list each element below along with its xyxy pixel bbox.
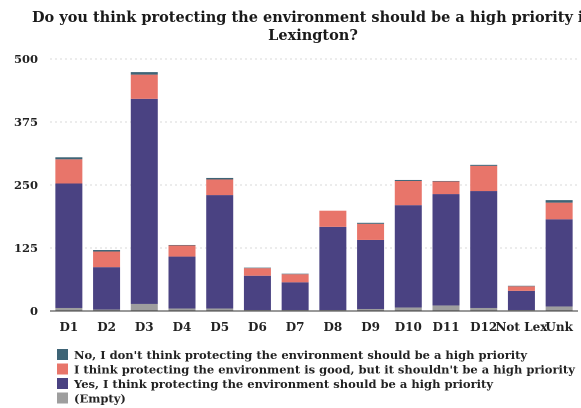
chart-title-line-2: Lexington? (268, 27, 358, 44)
x-tick-label: D8 (323, 320, 342, 334)
x-tick-label: D6 (248, 320, 267, 334)
bar-segment (432, 305, 460, 311)
bar-segment (55, 159, 83, 184)
bar-segment (432, 181, 460, 195)
y-tick-label: 375 (14, 115, 38, 129)
bar-segment (394, 180, 422, 206)
bar-segment (168, 308, 196, 311)
bar-segment (545, 200, 573, 203)
y-tick-label: 250 (14, 178, 38, 192)
bar-segment (281, 273, 309, 275)
x-tick-label: D11 (432, 320, 459, 334)
legend-swatch (57, 349, 68, 360)
y-tick-label: 0 (30, 304, 38, 318)
x-tick-label: D1 (59, 320, 78, 334)
x-tick-label: D10 (395, 320, 422, 334)
bar-segment (507, 290, 535, 310)
bar-segment (432, 180, 460, 182)
bar-segment (243, 309, 271, 311)
legend-label: Yes, I think protecting the environment … (73, 377, 493, 391)
bar-segment (545, 306, 573, 311)
bar-segment (319, 226, 347, 310)
bar-segment (130, 74, 158, 99)
bar-segment (545, 202, 573, 220)
bar-segment (357, 239, 385, 309)
x-tick-label: D2 (97, 320, 116, 334)
bar-segment (507, 285, 535, 287)
bar-segment (130, 72, 158, 75)
x-tick-label: D12 (470, 320, 497, 334)
bar-segment (470, 165, 498, 192)
legend-swatch (57, 363, 68, 375)
bar-segment (243, 268, 271, 276)
y-tick-label: 125 (14, 241, 38, 255)
bar-segment (357, 308, 385, 311)
bar-segment (281, 274, 309, 283)
y-axis-ticks: 0 125 250 375 500 (14, 52, 38, 318)
x-tick-label: Not Lex (495, 320, 548, 334)
bar-segment (93, 309, 121, 311)
bar-segment (470, 307, 498, 311)
bar-segment (357, 222, 385, 224)
x-tick-label: D3 (135, 320, 154, 334)
x-tick-label: D7 (286, 320, 305, 334)
bar-segment (55, 183, 83, 308)
bar-segment (243, 267, 271, 269)
bar-segment (206, 177, 234, 180)
legend-label: No, I don't think protecting the environ… (74, 348, 527, 362)
bar-segment (394, 307, 422, 311)
grid-lines (50, 58, 578, 249)
bar-segment (470, 164, 498, 166)
bar-segment (432, 194, 460, 306)
bar-segment (55, 157, 83, 160)
x-tick-label: D5 (210, 320, 229, 334)
chart-title-line-1: Do you think protecting the environment … (32, 9, 581, 26)
bar-segment (507, 309, 535, 311)
bar-segment (357, 223, 385, 240)
bars (55, 72, 573, 311)
bar-segment (206, 179, 234, 196)
bar-segment (55, 307, 83, 311)
bar-segment (168, 256, 196, 309)
bar-segment (319, 210, 347, 227)
bar-segment (206, 195, 234, 309)
bar-segment (394, 205, 422, 308)
y-tick-label: 500 (14, 52, 38, 66)
bar-segment (394, 179, 422, 181)
legend-label: I think protecting the environment is go… (74, 363, 575, 377)
x-tick-label: Unk (545, 320, 573, 334)
bar-segment (93, 251, 121, 268)
bar-segment (243, 275, 271, 310)
bar-segment (93, 267, 121, 310)
bar-segment (168, 244, 196, 246)
bar-segment (545, 219, 573, 307)
bar-segment (507, 286, 535, 291)
bar-segment (319, 309, 347, 311)
bar-segment (130, 303, 158, 311)
x-tick-label: D4 (173, 320, 192, 334)
bar-segment (281, 309, 309, 311)
legend-label: (Empty) (74, 392, 126, 406)
legend: No, I don't think protecting the environ… (57, 348, 575, 406)
legend-swatch (57, 378, 68, 389)
x-tick-label: D9 (361, 320, 380, 334)
bar-segment (168, 245, 196, 257)
bar-segment (281, 282, 309, 310)
bar-segment (470, 191, 498, 308)
bar-segment (93, 250, 121, 252)
legend-swatch (57, 392, 68, 404)
bar-segment (206, 308, 234, 311)
bar-segment (130, 98, 158, 304)
